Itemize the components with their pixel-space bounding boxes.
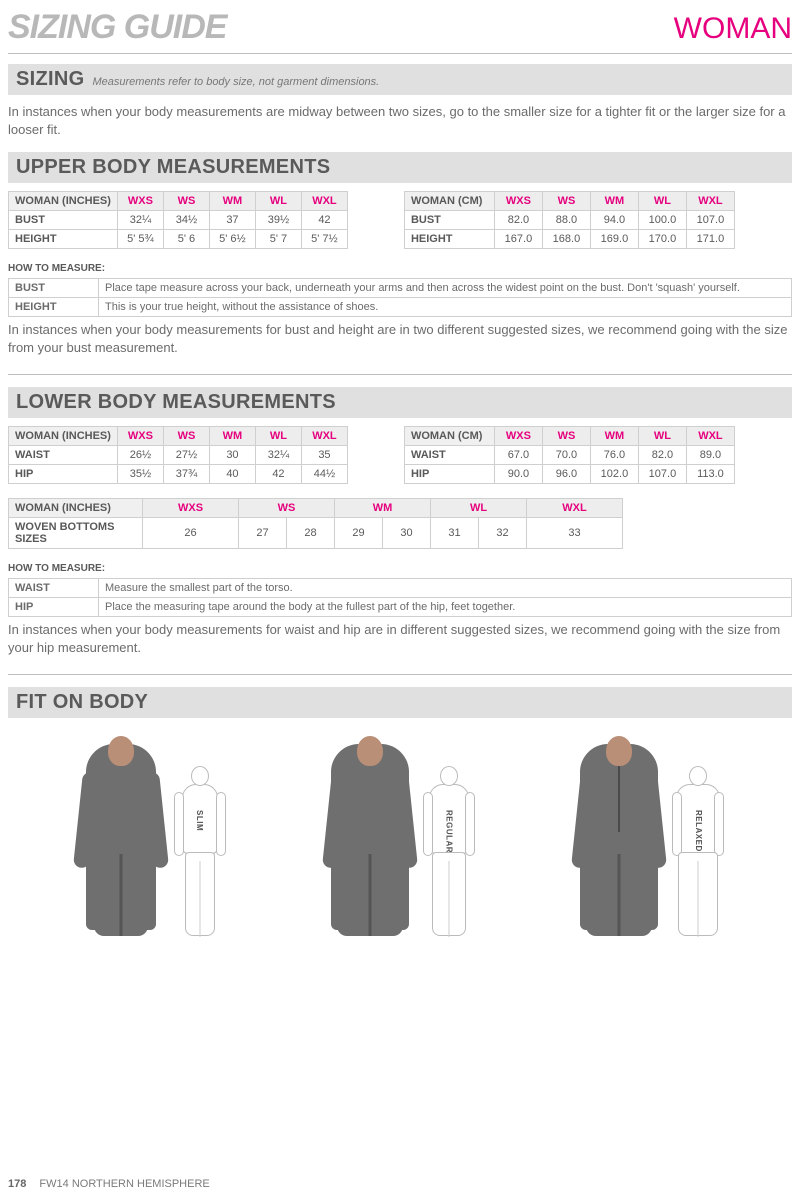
- fit-photo-relaxed: [574, 736, 664, 936]
- table-row: HEIGHT 5' 5¾ 5' 6 5' 6½ 5' 7 5' 7½: [9, 230, 348, 249]
- table-row: HIP 90.0 96.0 102.0 107.0 113.0: [404, 465, 734, 484]
- table-row: BUST 32¼ 34½ 37 39½ 42: [9, 211, 348, 230]
- page-header: SIZING GUIDE WOMAN: [8, 8, 792, 47]
- fit-outline-relaxed: RELAXED: [672, 766, 724, 936]
- upper-section-bar: UPPER BODY MEASUREMENTS: [8, 152, 792, 183]
- lower-note: In instances when your body measurements…: [8, 621, 792, 656]
- lower-section-bar: LOWER BODY MEASUREMENTS: [8, 387, 792, 418]
- upper-inches-table: WOMAN (INCHES) WXS WS WM WL WXL BUST 32¼…: [8, 191, 348, 249]
- sizing-section-bar: SIZING Measurements refer to body size, …: [8, 64, 792, 95]
- lower-tables-row: WOMAN (INCHES) WXS WS WM WL WXL WAIST 26…: [8, 426, 792, 484]
- fit-slim-group: SLIM: [76, 736, 226, 936]
- page-number: 178: [8, 1178, 26, 1190]
- fit-label-slim: SLIM: [195, 810, 204, 831]
- table-row: BUSTPlace tape measure across your back,…: [9, 279, 792, 298]
- lower-howto-table: WAISTMeasure the smallest part of the to…: [8, 578, 792, 617]
- fit-heading: FIT ON BODY: [16, 691, 148, 713]
- table-row: HEIGHTThis is your true height, without …: [9, 298, 792, 317]
- lower-heading: LOWER BODY MEASUREMENTS: [16, 391, 336, 413]
- fit-relaxed-group: RELAXED: [574, 736, 724, 936]
- fit-on-body-row: SLIM REGULAR RELAXED: [8, 736, 792, 936]
- table-row: HIPPlace the measuring tape around the b…: [9, 598, 792, 617]
- lower-howto-label: HOW TO MEASURE:: [8, 563, 792, 574]
- lower-inches-table: WOMAN (INCHES) WXS WS WM WL WXL WAIST 26…: [8, 426, 348, 484]
- upper-cm-table: WOMAN (CM) WXS WS WM WL WXL BUST 82.0 88…: [404, 191, 735, 249]
- table-row: HEIGHT 167.0 168.0 169.0 170.0 171.0: [404, 230, 734, 249]
- table-title: WOMAN (CM): [404, 192, 494, 211]
- table-title: WOMAN (INCHES): [9, 192, 118, 211]
- divider: [8, 53, 792, 54]
- table-row: WOVEN BOTTOMS SIZES 26 27 28 29 30 31 32…: [9, 518, 623, 549]
- upper-note: In instances when your body measurements…: [8, 321, 792, 356]
- fit-outline-slim: SLIM: [174, 766, 226, 936]
- sizing-heading: SIZING: [16, 68, 84, 91]
- footer-text: FW14 NORTHERN HEMISPHERE: [39, 1178, 209, 1190]
- fit-photo-regular: [325, 736, 415, 936]
- sizing-body-text: In instances when your body measurements…: [8, 103, 792, 138]
- table-row: WAIST 67.0 70.0 76.0 82.0 89.0: [404, 446, 734, 465]
- upper-howto-label: HOW TO MEASURE:: [8, 263, 792, 274]
- fit-label-relaxed: RELAXED: [694, 810, 703, 852]
- table-row: WAIST 26½ 27½ 30 32¼ 35: [9, 446, 348, 465]
- divider: [8, 674, 792, 675]
- fit-outline-regular: REGULAR: [423, 766, 475, 936]
- fit-regular-group: REGULAR: [325, 736, 475, 936]
- lower-cm-table: WOMAN (CM) WXS WS WM WL WXL WAIST 67.0 7…: [404, 426, 735, 484]
- fit-photo-slim: [76, 736, 166, 936]
- table-row: WAISTMeasure the smallest part of the to…: [9, 579, 792, 598]
- fit-label-regular: REGULAR: [444, 810, 453, 853]
- upper-howto-table: BUSTPlace tape measure across your back,…: [8, 278, 792, 317]
- fit-section-bar: FIT ON BODY: [8, 687, 792, 718]
- table-row: BUST 82.0 88.0 94.0 100.0 107.0: [404, 211, 734, 230]
- upper-tables-row: WOMAN (INCHES) WXS WS WM WL WXL BUST 32¼…: [8, 191, 792, 249]
- divider: [8, 374, 792, 375]
- page-footer: 178 FW14 NORTHERN HEMISPHERE: [8, 1178, 210, 1190]
- page-title: SIZING GUIDE: [8, 8, 226, 47]
- woven-bottoms-table: WOMAN (INCHES) WXS WS WM WL WXL WOVEN BO…: [8, 498, 623, 549]
- page-category: WOMAN: [674, 12, 792, 46]
- sizing-subtitle: Measurements refer to body size, not gar…: [92, 76, 379, 88]
- table-row: HIP 35½ 37¾ 40 42 44½: [9, 465, 348, 484]
- upper-heading: UPPER BODY MEASUREMENTS: [16, 156, 330, 178]
